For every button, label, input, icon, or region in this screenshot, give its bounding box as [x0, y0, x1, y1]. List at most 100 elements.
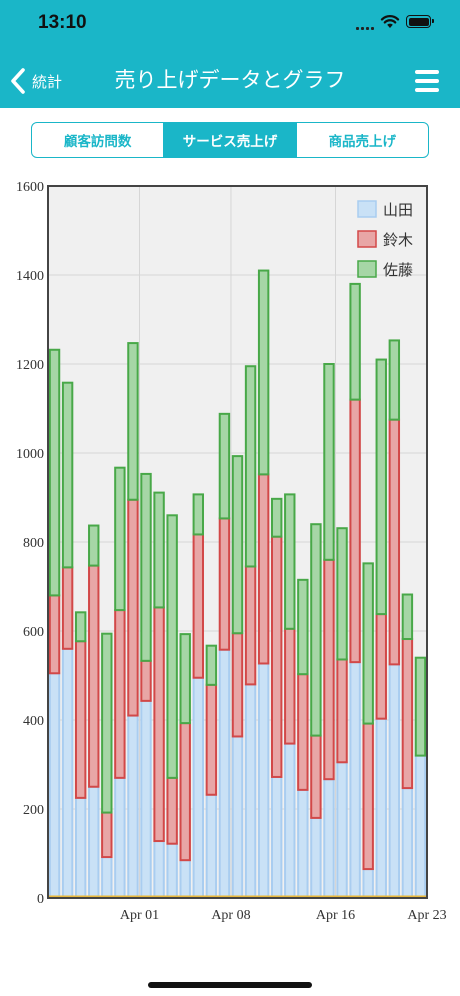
bar-segment-1: [401, 787, 414, 900]
bar-segment-2: [362, 722, 374, 871]
segmented-control: 顧客訪問数 サービス売上げ 商品売上げ: [31, 122, 429, 158]
bar-segment-3: [362, 562, 374, 725]
bar-segment-2: [323, 558, 335, 781]
bar-segment-2: [231, 632, 244, 738]
bar-segment-3: [101, 632, 113, 814]
bar-segment-1: [74, 796, 87, 899]
x-axis: Apr 01 Apr 08 Apr 16 Apr 23: [120, 908, 447, 923]
bar-segment-2: [310, 734, 322, 819]
bar-segment-1: [48, 672, 61, 899]
bar-segment-1: [101, 856, 113, 899]
bar-segment-2: [244, 565, 257, 686]
bar-segment-1: [153, 840, 165, 899]
bar-segment-3: [336, 527, 348, 661]
back-label: 統計: [32, 72, 63, 91]
bar-segment-3: [179, 633, 191, 725]
chevron-left-icon: [11, 68, 25, 94]
y-tick-label: 200: [23, 803, 44, 818]
bar-segment-3: [48, 348, 61, 597]
bar-segment-2: [74, 640, 87, 799]
bar-segment-1: [88, 785, 100, 899]
bar-segment-1: [140, 699, 152, 899]
bar-segment-3: [74, 611, 87, 643]
bar-segment-1: [310, 816, 322, 900]
bar-segment-2: [297, 673, 309, 791]
home-indicator: [148, 982, 312, 988]
bar-segment-1: [362, 868, 374, 900]
cellular-signal-icon: [356, 22, 374, 30]
bar-segment-3: [231, 455, 244, 635]
bar-segment-2: [336, 658, 348, 764]
bar-segment-1: [205, 793, 218, 900]
bars: [48, 269, 427, 900]
legend-swatch: [357, 200, 377, 218]
bar-segment-3: [61, 381, 74, 569]
bar-segment-3: [388, 339, 401, 421]
bar-segment-2: [48, 594, 61, 675]
hamburger-menu-icon[interactable]: [415, 70, 439, 92]
bar-segment-1: [349, 661, 361, 899]
x-tick-label: Apr 08: [211, 908, 250, 923]
legend-swatch: [357, 260, 377, 278]
y-tick-label: 1400: [16, 269, 44, 284]
bar-segment-1: [388, 663, 401, 899]
legend-label: 山田: [383, 201, 413, 219]
bar-segment-2: [218, 517, 231, 651]
tab-product-sales[interactable]: 商品売上げ: [328, 134, 397, 150]
y-axis: 0 200 400 600 800 1000 1200 1400 1600: [16, 180, 44, 907]
wifi-icon: [380, 15, 400, 28]
legend-label: 佐藤: [383, 261, 413, 279]
bar-segment-2: [257, 473, 270, 665]
back-button[interactable]: 統計: [10, 64, 62, 98]
bar-segment-2: [205, 683, 218, 796]
bar-segment-3: [323, 363, 335, 561]
status-time: 13:10: [38, 12, 87, 33]
bar-segment-2: [388, 418, 401, 666]
bar-segment-3: [310, 523, 322, 737]
bar-segment-1: [179, 859, 191, 899]
bar-segment-3: [218, 412, 231, 520]
bar-segment-1: [323, 778, 335, 899]
plot-frame: [47, 185, 428, 899]
page-title: 売り上げデータとグラフ: [114, 68, 346, 92]
x-tick-label: Apr 16: [316, 908, 355, 923]
bar-segment-2: [127, 498, 139, 717]
bar-segment-3: [375, 358, 387, 616]
bar-segment-1: [166, 842, 178, 900]
bar-segment-3: [297, 578, 309, 676]
bar-segment-2: [61, 566, 74, 650]
bar-segment-1: [375, 717, 387, 899]
bar-segment-1: [218, 648, 231, 899]
bar-segment-3: [244, 365, 257, 568]
bar-segment-1: [192, 676, 204, 899]
bar-segment-2: [349, 398, 361, 664]
bar-segment-2: [179, 722, 191, 862]
bar-segment-1: [231, 735, 244, 900]
bar-segment-2: [114, 609, 126, 779]
bar-segment-3: [205, 644, 218, 686]
bar-segment-2: [375, 613, 387, 720]
y-tick-label: 1200: [16, 358, 44, 373]
bar-segment-3: [127, 342, 139, 501]
y-tick-label: 0: [37, 892, 44, 907]
bar-segment-1: [297, 788, 309, 899]
bar-segment-3: [140, 472, 152, 662]
y-tick-label: 400: [23, 714, 44, 729]
bar-segment-1: [127, 714, 139, 899]
battery-icon: [406, 15, 434, 28]
tab-service-sales[interactable]: サービス売上げ: [164, 123, 297, 157]
bar-segment-2: [166, 776, 178, 845]
bar-segment-2: [192, 533, 204, 679]
bar-segment-1: [244, 683, 257, 900]
bar-segment-1: [414, 754, 427, 899]
bar-segment-1: [271, 775, 283, 900]
y-tick-label: 600: [23, 625, 44, 640]
x-tick-label: Apr 23: [407, 908, 446, 923]
bar-segment-3: [414, 656, 427, 757]
bar-segment-1: [114, 776, 126, 899]
bar-segment-1: [336, 761, 348, 900]
bar-segment-1: [284, 742, 296, 900]
tab-customer-visits[interactable]: 顧客訪問数: [32, 123, 165, 157]
